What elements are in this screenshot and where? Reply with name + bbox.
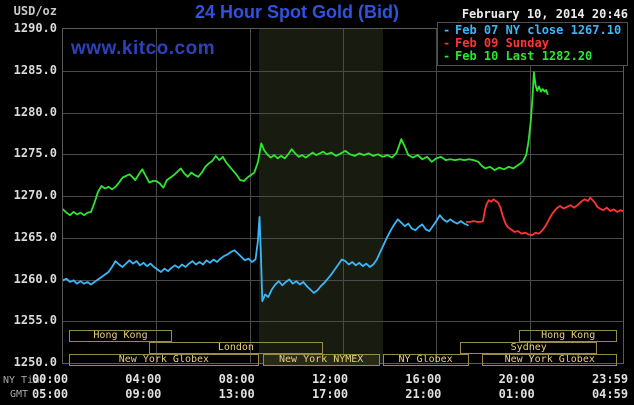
legend-entry: - Feb 09 Sunday bbox=[443, 37, 627, 50]
y-tick-label: 1270.0 bbox=[13, 188, 57, 202]
legend-dash-icon: - bbox=[443, 36, 451, 50]
x-tick-label-gmt: 09:00 bbox=[125, 387, 162, 401]
unit-label: USD/oz bbox=[13, 4, 57, 18]
legend-label: Feb 07 NY close 1267.10 bbox=[455, 23, 622, 37]
x-tick-label-ny: 04:00 bbox=[125, 372, 162, 386]
series-line-0 bbox=[63, 214, 469, 303]
session-box-new-york-globex: New York Globex bbox=[482, 354, 618, 366]
x-tick-label-ny: 00:00 bbox=[31, 372, 69, 386]
price-series bbox=[63, 71, 623, 303]
session-box-ny-globex: NY Globex bbox=[382, 354, 469, 366]
horizontal-gridline bbox=[63, 154, 623, 156]
kitco-watermark: www.kitco.com bbox=[71, 38, 216, 59]
series-line-2 bbox=[63, 71, 549, 217]
session-box-hong-kong: Hong Kong bbox=[69, 330, 172, 342]
legend-entry: - Feb 07 NY close 1267.10 bbox=[443, 24, 627, 37]
series-line-1 bbox=[465, 196, 623, 237]
session-box-hong-kong: Hong Kong bbox=[519, 330, 618, 342]
datetime-label: February 10, 2014 20:46 bbox=[461, 7, 628, 21]
y-tick-label: 1275.0 bbox=[13, 146, 57, 161]
x-tick-label-gmt: 05:00 bbox=[31, 387, 69, 401]
y-tick-label: 1280.0 bbox=[13, 104, 57, 119]
horizontal-gridline bbox=[63, 196, 623, 197]
x-tick-label-ny: 20:00 bbox=[498, 372, 535, 386]
x-tick-label-gmt: 04:59 bbox=[591, 387, 629, 401]
x-tick-label-gmt: 01:00 bbox=[498, 387, 535, 401]
x-tick-label-ny: 12:00 bbox=[311, 372, 349, 386]
legend-label: Feb 10 Last 1282.20 bbox=[455, 49, 593, 63]
horizontal-gridline bbox=[63, 279, 623, 281]
horizontal-gridline bbox=[63, 321, 623, 323]
y-tick-label: 1250.0 bbox=[13, 355, 57, 369]
horizontal-gridline bbox=[63, 237, 623, 239]
page-title: 24 Hour Spot Gold (Bid) bbox=[195, 2, 399, 22]
x-tick-label-ny: 23:59 bbox=[591, 372, 629, 386]
y-tick-label: 1265.0 bbox=[13, 229, 57, 244]
y-tick-label: 1255.0 bbox=[13, 313, 57, 328]
session-box-sydney: Sydney bbox=[460, 342, 598, 354]
horizontal-gridline bbox=[63, 112, 623, 114]
legend-dash-icon: - bbox=[443, 49, 451, 63]
legend-box: - Feb 07 NY close 1267.10- Feb 09 Sunday - F… bbox=[437, 22, 628, 66]
horizontal-gridline bbox=[63, 70, 623, 72]
session-box-london: London bbox=[149, 342, 323, 354]
ny-time-axis-label: NY Time bbox=[3, 375, 46, 386]
legend-entry: - Feb 10 Last 1282.20 bbox=[443, 50, 627, 63]
gmt-axis-label: GMT bbox=[10, 389, 29, 400]
session-box-new-york-nymex: New York NYMEX bbox=[262, 354, 380, 366]
legend-label: Feb 09 Sunday bbox=[455, 36, 549, 50]
x-tick-label-ny: 16:00 bbox=[405, 372, 442, 386]
y-tick-label: 1260.0 bbox=[13, 271, 57, 286]
x-tick-label-gmt: 17:00 bbox=[311, 387, 349, 401]
legend-dash-icon: - bbox=[443, 23, 451, 37]
x-tick-label-gmt: 13:00 bbox=[218, 387, 255, 401]
plot-area: www.kitco.com - Feb 07 NY close 1267.10- F… bbox=[62, 22, 628, 364]
y-tick-label: 1285.0 bbox=[13, 62, 57, 77]
x-tick-label-ny: 08:00 bbox=[218, 372, 255, 386]
x-tick-label-gmt: 21:00 bbox=[405, 387, 442, 401]
session-box-new-york-globex: New York Globex bbox=[69, 354, 259, 366]
y-tick-label: 1290.0 bbox=[13, 21, 57, 35]
